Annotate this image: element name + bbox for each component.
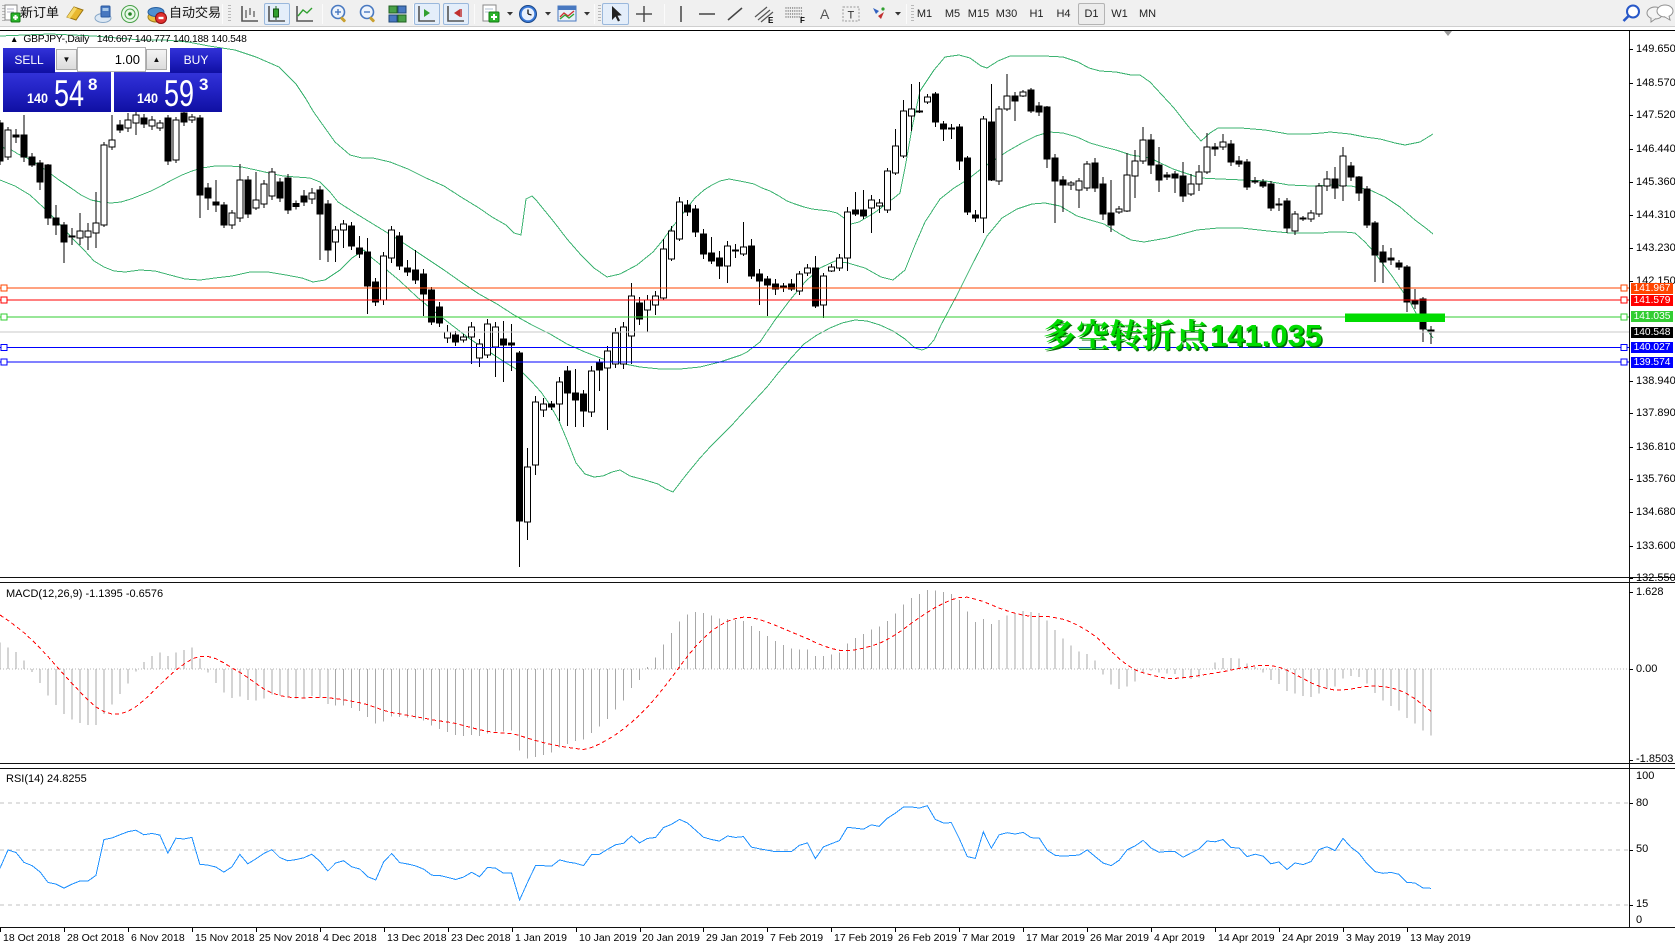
svg-text:A: A bbox=[820, 6, 830, 22]
svg-text:141.035: 141.035 bbox=[1212, 320, 1324, 355]
svg-text:F: F bbox=[800, 16, 805, 25]
svg-text:141.035: 141.035 bbox=[1210, 318, 1322, 353]
svg-text:E: E bbox=[768, 16, 774, 25]
svg-text:T: T bbox=[848, 10, 855, 22]
